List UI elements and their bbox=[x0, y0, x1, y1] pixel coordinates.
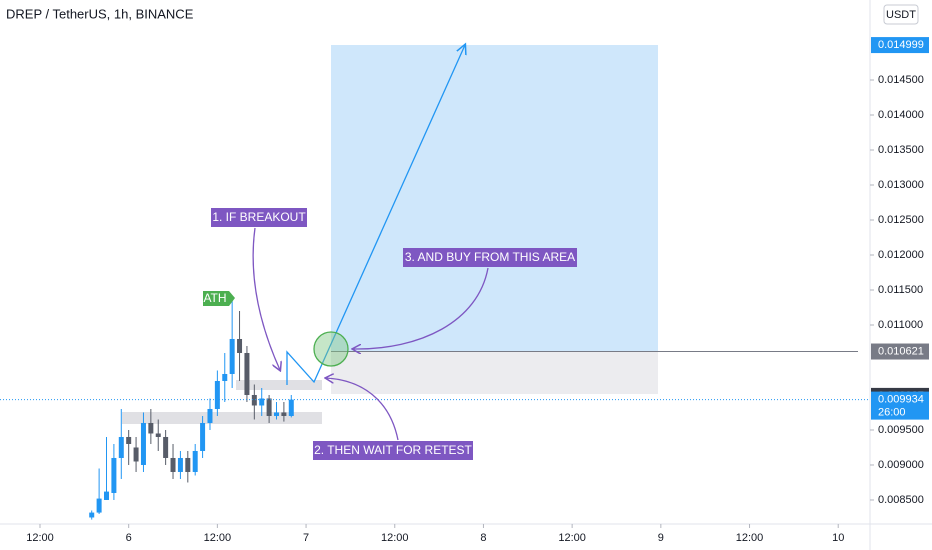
candle-body bbox=[104, 491, 110, 500]
y-tick-label: 0.009500 bbox=[878, 424, 924, 436]
x-tick-label: 12:00 bbox=[204, 532, 232, 544]
ath-flag bbox=[203, 291, 235, 306]
support-zone bbox=[122, 412, 322, 424]
projection-arrow bbox=[286, 45, 465, 385]
callout-arrow bbox=[353, 267, 489, 349]
callout-arrow bbox=[326, 378, 399, 441]
candle-body bbox=[170, 457, 176, 472]
stop-zone bbox=[331, 351, 658, 394]
target-zone bbox=[331, 45, 658, 351]
price-marker-label: 0.010621 bbox=[878, 345, 924, 357]
candle-body bbox=[155, 433, 161, 437]
y-tick-label: 0.013000 bbox=[878, 179, 924, 191]
note-box bbox=[403, 248, 577, 267]
candle-body bbox=[148, 422, 154, 434]
candle-body bbox=[214, 380, 220, 409]
candle-body bbox=[266, 398, 272, 416]
resistance-zone bbox=[236, 380, 322, 390]
x-tick-label: 9 bbox=[658, 532, 664, 544]
note-box bbox=[313, 441, 473, 460]
candle-body bbox=[133, 447, 139, 462]
candle-body bbox=[200, 422, 206, 451]
candle-body bbox=[259, 398, 265, 406]
candle-body bbox=[244, 352, 250, 395]
currency[interactable]: USDT bbox=[886, 9, 916, 21]
candle-body bbox=[192, 450, 198, 472]
note: 2. THEN WAIT FOR RETEST bbox=[314, 443, 472, 457]
overlay: 1. IF BREAKOUT ATH 3. AND BUY FROM THIS … bbox=[203, 45, 577, 460]
candle-body bbox=[140, 422, 146, 465]
candle-body bbox=[111, 457, 117, 493]
candle-body bbox=[185, 457, 191, 472]
x-tick-label: 8 bbox=[480, 532, 486, 544]
x-tick-label: 12:00 bbox=[736, 532, 764, 544]
x-tick-label: 10 bbox=[832, 532, 844, 544]
y-tick-label: 0.012500 bbox=[878, 214, 924, 226]
y-tick-label: 0.012000 bbox=[878, 249, 924, 261]
candle-body bbox=[118, 436, 124, 458]
price-marker-label: 0.009934 bbox=[878, 394, 924, 406]
candle-body bbox=[89, 512, 95, 518]
y-tick-label: 0.008500 bbox=[878, 494, 924, 506]
candle-body bbox=[222, 373, 228, 381]
candle-body bbox=[273, 412, 279, 416]
x-tick-label: 6 bbox=[126, 532, 132, 544]
price-marker bbox=[871, 343, 929, 360]
countdown: 26:00 bbox=[878, 407, 906, 419]
chart-title: DREP / TetherUS, 1h, BINANCE bbox=[6, 6, 194, 21]
price-marker bbox=[871, 37, 929, 54]
callout-arrow bbox=[252, 227, 280, 370]
note: ATH bbox=[203, 291, 226, 305]
candle-body bbox=[163, 436, 169, 458]
y-tick-label: 0.014000 bbox=[878, 109, 924, 121]
note: 1. IF BREAKOUT bbox=[212, 210, 306, 224]
x-tick-label: 12:00 bbox=[381, 532, 409, 544]
currency-button[interactable] bbox=[883, 4, 919, 25]
candle-body bbox=[281, 412, 287, 416]
candle-body bbox=[207, 408, 213, 423]
y-tick-label: 0.011500 bbox=[878, 284, 923, 296]
note-box bbox=[211, 208, 307, 227]
x-tick-label: 7 bbox=[303, 532, 309, 544]
candle-body bbox=[229, 338, 235, 374]
y-tick-label: 0.014500 bbox=[878, 74, 924, 86]
price-marker-label: 0.014999 bbox=[878, 39, 924, 51]
candle-body bbox=[251, 394, 257, 406]
price-marker bbox=[871, 391, 929, 420]
note: 3. AND BUY FROM THIS AREA bbox=[405, 250, 575, 264]
x-tick-label: 12:00 bbox=[558, 532, 586, 544]
entry-circle bbox=[313, 331, 349, 367]
candle-body bbox=[237, 338, 243, 353]
candle-body bbox=[177, 457, 183, 472]
candle-body bbox=[288, 399, 294, 416]
x-tick-label: 12:00 bbox=[26, 532, 54, 544]
candle-body bbox=[96, 498, 102, 513]
y-tick-label: 0.009000 bbox=[878, 459, 924, 471]
candle-body bbox=[126, 436, 132, 444]
y-tick-label: 0.011000 bbox=[878, 319, 923, 331]
plot-area bbox=[0, 45, 870, 520]
y-tick-label: 0.013500 bbox=[878, 144, 924, 156]
